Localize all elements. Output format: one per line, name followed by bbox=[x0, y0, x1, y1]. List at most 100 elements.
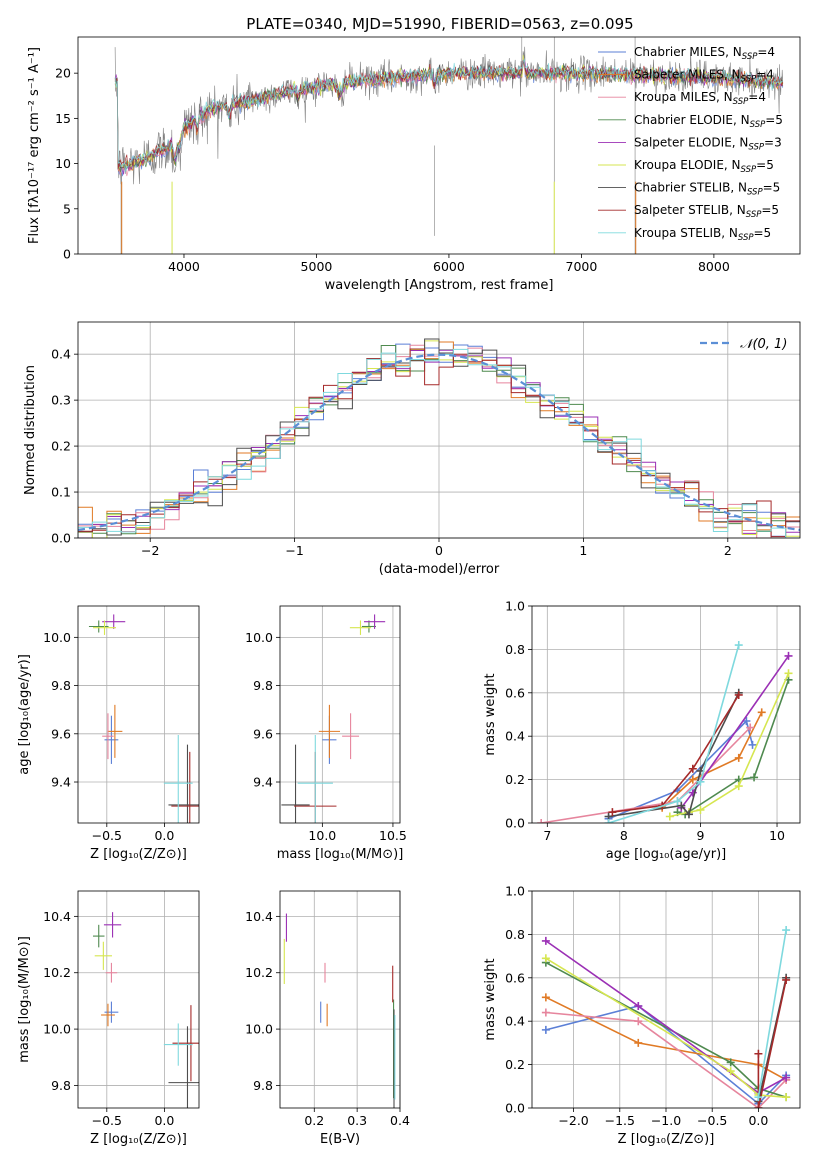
errorbar-point bbox=[102, 614, 126, 629]
x-tick-label: 6000 bbox=[433, 259, 465, 274]
legend: 𝒩(0, 1) bbox=[700, 337, 787, 352]
errorbar-point bbox=[361, 620, 376, 633]
y-tick-label: 0.4 bbox=[51, 347, 71, 362]
x-tick-label: 7000 bbox=[566, 259, 598, 274]
weight-series-marker bbox=[784, 669, 793, 678]
weight-series-marker bbox=[782, 1073, 791, 1082]
x-tick-label: −0.5 bbox=[92, 828, 122, 843]
y-axis-label: mass [log₁₀(M/M⊙)] bbox=[17, 936, 32, 1063]
y-tick-label: 0.0 bbox=[51, 531, 71, 546]
x-tick-label: −0.5 bbox=[697, 1113, 727, 1128]
residual-histogram-series bbox=[78, 349, 800, 538]
x-tick-label: 0.3 bbox=[347, 1113, 367, 1128]
x-axis-label: Z [log₁₀(Z/Z⊙)] bbox=[90, 1132, 187, 1147]
errorbar-point bbox=[103, 912, 122, 938]
errorbar-point bbox=[171, 751, 199, 823]
axes-frame bbox=[531, 605, 801, 824]
x-tick-label: 1 bbox=[579, 543, 587, 558]
y-tick-label: 9.8 bbox=[253, 678, 273, 693]
y-tick-label: 20 bbox=[55, 66, 71, 81]
residual-histogram-series bbox=[78, 348, 800, 538]
errorbar-point bbox=[92, 620, 117, 635]
axes-frame bbox=[279, 605, 401, 824]
y-tick-label: 5 bbox=[63, 201, 71, 216]
axes-frame bbox=[77, 321, 801, 539]
model-spectrum-line bbox=[114, 60, 784, 169]
y-tick-label: 9.6 bbox=[51, 726, 71, 741]
weight-series-marker bbox=[782, 975, 791, 984]
plot-area bbox=[114, 37, 784, 254]
errorbar-point bbox=[281, 744, 310, 823]
weight-series-line bbox=[661, 711, 763, 809]
weight-series-marker bbox=[608, 808, 617, 817]
weight-series-marker bbox=[726, 1058, 735, 1067]
weight-series-marker bbox=[754, 1104, 763, 1108]
x-axis-label: Z [log₁₀(Z/Z⊙)] bbox=[90, 847, 187, 862]
weight-series-marker bbox=[748, 740, 757, 749]
legend-entry: Kroupa ELODIE, NSSP=5 bbox=[634, 158, 774, 175]
x-tick-label: 0.0 bbox=[748, 1113, 768, 1128]
weight-series-line bbox=[757, 979, 787, 1108]
plot-area bbox=[283, 913, 396, 1108]
y-tick-label: 10.2 bbox=[43, 965, 71, 980]
y-tick-label: 0.0 bbox=[505, 816, 525, 831]
errorbar-point bbox=[318, 704, 340, 758]
weight-series-marker bbox=[677, 801, 686, 810]
weight-series-marker bbox=[604, 819, 613, 823]
y-tick-label: 10.0 bbox=[43, 630, 71, 645]
panel-weight_vs_Z: −2.0 −1.5 −1.0 −0.5 0.0 0.0 0.2 0.4 0.6 0.8 1.0 Z [… bbox=[483, 884, 801, 1147]
y-tick-label: 0.8 bbox=[505, 927, 525, 942]
legend-entry: 𝒩(0, 1) bbox=[740, 337, 787, 352]
errorbar-point bbox=[102, 713, 114, 760]
y-tick-label: 0 bbox=[63, 247, 71, 262]
plot-area bbox=[537, 641, 793, 823]
x-axis-label: E(B-V) bbox=[320, 1132, 360, 1147]
x-tick-label: 10.5 bbox=[379, 828, 407, 843]
weight-series-marker bbox=[634, 1038, 643, 1047]
x-tick-label: −1 bbox=[285, 543, 303, 558]
weight-series-marker bbox=[782, 1093, 791, 1102]
weight-series-marker bbox=[634, 1017, 643, 1026]
panel-residual_hist: −2 −1 0 1 2 0.0 0.1 0.2 0.3 0.4 (data-model)/error… bbox=[23, 321, 801, 577]
weight-series-line bbox=[545, 940, 787, 1094]
x-tick-label: 0.2 bbox=[304, 1113, 324, 1128]
observed-spectrum-line bbox=[114, 46, 784, 186]
x-axis-label: (data-model)/error bbox=[379, 562, 500, 577]
residual-histogram-series bbox=[78, 338, 800, 538]
legend-entry: Chabrier ELODIE, NSSP=5 bbox=[634, 113, 783, 130]
x-axis-label: wavelength [Angstrom, rest frame] bbox=[325, 278, 554, 293]
y-tick-label: 0.1 bbox=[51, 485, 71, 500]
weight-series-line bbox=[608, 719, 754, 820]
y-tick-label: 0.4 bbox=[505, 729, 525, 744]
weight-series-marker bbox=[688, 764, 697, 773]
legend: Chabrier MILES, NSSP=4 Salpeter MILES, NS… bbox=[598, 45, 783, 243]
errorbar-point bbox=[94, 941, 112, 970]
weight-series-marker bbox=[784, 651, 793, 660]
model-spectrum-line bbox=[114, 58, 783, 172]
x-tick-label: −2.0 bbox=[558, 1113, 588, 1128]
x-axis-label: mass [log₁₀(M/M⊙)] bbox=[277, 847, 404, 862]
weight-series-marker bbox=[734, 782, 743, 791]
weight-series-marker bbox=[734, 753, 743, 762]
y-axis-label: Normed distribution bbox=[23, 365, 38, 495]
axes-frame bbox=[531, 890, 801, 1109]
panel-weight_vs_age: 7 8 9 10 0.0 0.2 0.4 0.6 0.8 1.0 age [log₁₀(age/yr… bbox=[483, 599, 801, 862]
y-tick-label: 9.4 bbox=[51, 775, 71, 790]
plot-area bbox=[92, 912, 199, 1108]
axes-frame bbox=[279, 890, 401, 1109]
weight-series-marker bbox=[541, 1025, 550, 1034]
x-tick-label: 0 bbox=[435, 543, 443, 558]
errorbar-point bbox=[107, 704, 123, 758]
weight-series-marker bbox=[734, 690, 743, 699]
x-tick-label: 8000 bbox=[698, 259, 730, 274]
x-tick-label: −0.5 bbox=[92, 1113, 122, 1128]
weight-series bbox=[754, 975, 791, 1108]
errorbar-point bbox=[92, 924, 105, 948]
panel-mass_vs_EBV: 0.2 0.3 0.4 9.8 10.0 10.2 10.4 E(B-V) bbox=[245, 890, 410, 1147]
weight-series-marker bbox=[726, 1067, 735, 1076]
weight-series-marker bbox=[746, 723, 755, 732]
weight-series bbox=[604, 641, 743, 823]
legend-entry: Chabrier MILES, NSSP=4 bbox=[634, 45, 775, 62]
y-tick-label: 9.8 bbox=[51, 1078, 71, 1093]
